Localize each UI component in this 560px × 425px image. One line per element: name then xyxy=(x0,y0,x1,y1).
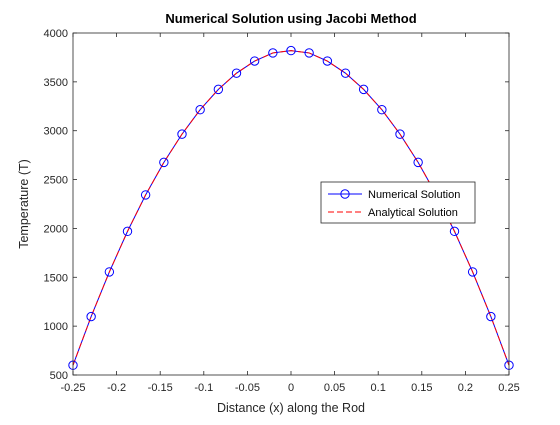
analytical-solution-line xyxy=(72,50,510,366)
legend-box xyxy=(320,181,476,224)
x-tick-label: -0.05 xyxy=(235,382,260,394)
legend-numerical-label: Numerical Solution xyxy=(368,189,460,201)
numerical-solution-point xyxy=(449,226,460,237)
numerical-solution-point xyxy=(286,45,296,56)
tick-layer: -0.25 -0.2 -0.15 -0.1 -0.05 0 0.05 0.1 0.15 0.2 0.… xyxy=(44,28,520,394)
numerical-solution-point xyxy=(268,48,278,58)
numerical-solution-point xyxy=(413,157,423,168)
numerical-solution-point xyxy=(377,105,387,115)
y-tick-label: 4000 xyxy=(44,28,68,40)
numerical-solution-point xyxy=(231,68,242,78)
numerical-solution-point xyxy=(486,311,496,322)
numerical-solution-point xyxy=(177,129,187,139)
numerical-solution-point xyxy=(322,56,333,66)
y-tick-label: 2500 xyxy=(44,175,68,187)
y-tick-label: 1000 xyxy=(44,321,68,333)
y-tick-label: 3000 xyxy=(44,126,68,138)
numerical-solution-point xyxy=(249,56,260,66)
chart-title: Numerical Solution using Jacobi Method xyxy=(165,11,416,26)
numerical-solution-point xyxy=(86,311,96,322)
numerical-solution-point xyxy=(467,267,478,277)
y-tick-label: 2000 xyxy=(44,223,68,235)
numerical-solution-point xyxy=(304,48,314,58)
x-tick-label: 0.05 xyxy=(324,382,345,394)
x-tick-label: -0.2 xyxy=(107,382,126,394)
numerical-solution-point xyxy=(159,157,169,168)
x-tick-label: -0.15 xyxy=(148,382,173,394)
legend-analytical-label: Analytical Solution xyxy=(368,207,458,219)
y-tick-label: 500 xyxy=(50,370,68,382)
x-tick-label: 0.15 xyxy=(411,382,432,394)
y-tick-label: 1500 xyxy=(44,272,68,284)
numerical-solution-point xyxy=(195,105,205,115)
numerical-solution-point xyxy=(395,129,405,139)
numerical-solution-point xyxy=(122,226,133,237)
x-tick-label: -0.1 xyxy=(194,382,213,394)
numerical-solution-point xyxy=(104,267,115,277)
numerical-solution-point xyxy=(358,84,369,95)
numerical-solution-point xyxy=(213,84,224,95)
x-tick-label: 0.2 xyxy=(458,382,473,394)
legend-numerical-marker xyxy=(340,189,350,199)
legend: Numerical Solution Analytical Solution xyxy=(320,181,476,224)
x-tick-label: 0.1 xyxy=(371,382,386,394)
plot-frame xyxy=(72,32,510,376)
numerical-solution-point xyxy=(140,190,151,200)
y-tick-label: 3500 xyxy=(44,77,68,89)
y-axis-label: Temperature (T) xyxy=(17,159,31,249)
x-tick-label: 0.25 xyxy=(498,382,519,394)
x-tick-label: 0 xyxy=(288,382,294,394)
x-tick-label: -0.25 xyxy=(60,382,85,394)
numerical-solution-point xyxy=(340,68,351,78)
x-axis-label: Distance (x) along the Rod xyxy=(217,401,365,415)
